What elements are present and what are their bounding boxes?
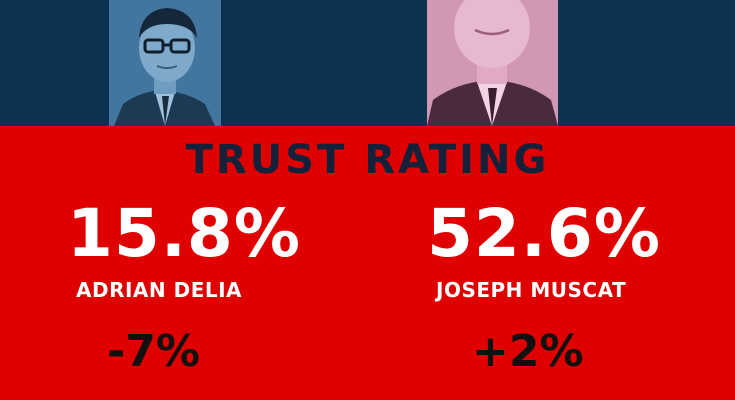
ratings-panel <box>0 126 735 400</box>
chart-title: TRUST RATING <box>185 137 550 183</box>
candidate-name-muscat: JOSEPH MUSCAT <box>436 278 627 302</box>
candidate-name-delia: ADRIAN DELIA <box>76 278 243 302</box>
trust-value-delia: 15.8% <box>67 195 301 272</box>
candidate-photo-right <box>427 0 558 126</box>
change-value-muscat: +2% <box>472 326 584 377</box>
candidate-photo-left <box>109 0 221 126</box>
trust-value-muscat: 52.6% <box>427 195 661 272</box>
change-value-delia: -7% <box>107 326 200 377</box>
